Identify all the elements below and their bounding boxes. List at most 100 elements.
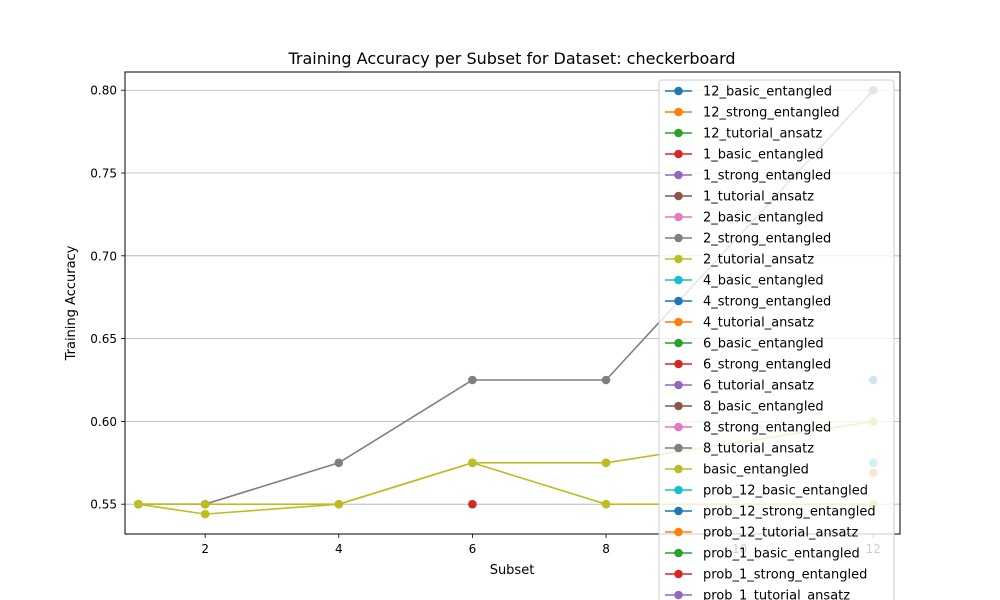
- legend-entry: 2_tutorial_ansatz: [665, 253, 814, 268]
- legend-entry: 12_tutorial_ansatz: [665, 127, 823, 142]
- legend-entry: 1_strong_entangled: [665, 169, 831, 184]
- legend-label: 12_strong_entangled: [703, 106, 840, 121]
- legend-entry: 4_strong_entangled: [665, 295, 831, 310]
- data-point: [468, 458, 477, 468]
- legend-label: 2_basic_entangled: [703, 211, 824, 226]
- legend-label: 12_basic_entangled: [703, 85, 832, 100]
- legend-marker: [674, 233, 683, 243]
- y-tick-label: 0.55: [90, 498, 117, 512]
- y-tick-label: 0.70: [90, 249, 117, 263]
- legend-entry: 8_strong_entangled: [665, 421, 831, 436]
- legend-label: 12_tutorial_ansatz: [703, 127, 823, 142]
- legend-marker: [674, 590, 683, 600]
- legend-entry: 6_strong_entangled: [665, 358, 831, 373]
- legend-label: 1_basic_entangled: [703, 148, 824, 163]
- legend-items: 12_basic_entangled 12_strong_entangled 12_…: [665, 85, 876, 600]
- legend-entry: 1_tutorial_ansatz: [665, 190, 814, 205]
- legend-marker: [674, 359, 683, 369]
- legend-marker: [674, 107, 683, 117]
- legend-label: 4_strong_entangled: [703, 295, 831, 310]
- legend-entry: 2_basic_entangled: [665, 211, 824, 226]
- legend-entry: 4_tutorial_ansatz: [665, 316, 814, 331]
- legend-entry: 4_basic_entangled: [665, 274, 824, 289]
- legend-label: prob_12_strong_entangled: [703, 505, 876, 520]
- legend-entry: 6_tutorial_ansatz: [665, 379, 814, 394]
- legend-marker: [674, 338, 683, 348]
- data-point: [334, 458, 344, 468]
- legend-marker: [674, 86, 683, 96]
- legend-marker: [674, 569, 683, 579]
- legend-label: prob_12_tutorial_ansatz: [703, 526, 859, 541]
- legend-box: [658, 79, 895, 600]
- legend-entry: basic_entangled: [665, 463, 809, 478]
- legend-label: 2_tutorial_ansatz: [703, 253, 814, 268]
- x-tick-label: 2: [201, 542, 209, 556]
- y-ticks: 0.55 0.60 0.65 0.70 0.75 0.80: [90, 84, 125, 512]
- legend-marker: [674, 317, 683, 327]
- legend-label: prob_1_strong_entangled: [703, 568, 867, 583]
- legend-entry: prob_12_strong_entangled: [665, 505, 876, 520]
- legend-marker: [674, 548, 683, 558]
- legend-entry: prob_1_strong_entangled: [665, 568, 867, 583]
- data-point: [200, 499, 210, 509]
- data-point: [601, 375, 611, 385]
- legend-entry: 1_basic_entangled: [665, 148, 824, 163]
- legend-entry: prob_1_basic_entangled: [665, 547, 860, 562]
- legend-label: basic_entangled: [703, 463, 809, 478]
- y-tick-label: 0.75: [90, 167, 117, 181]
- legend-marker: [674, 275, 683, 285]
- legend-entry: 12_strong_entangled: [665, 106, 840, 121]
- y-tick-label: 0.60: [90, 415, 117, 429]
- y-axis-label: Training Accuracy: [64, 245, 79, 361]
- legend-label: 2_strong_entangled: [703, 232, 831, 247]
- legend-label: 8_basic_entangled: [703, 400, 824, 415]
- legend-marker: [674, 527, 683, 537]
- legend-label: 8_strong_entangled: [703, 421, 831, 436]
- legend-marker: [674, 485, 683, 495]
- data-point: [134, 499, 143, 509]
- y-tick-label: 0.80: [90, 84, 117, 98]
- legend-marker: [674, 443, 683, 453]
- legend-marker: [674, 170, 683, 180]
- data-point: [601, 458, 611, 468]
- x-tick-label: 6: [469, 542, 477, 556]
- legend-marker: [674, 422, 683, 432]
- legend-label: 6_strong_entangled: [703, 358, 831, 373]
- data-point: [334, 499, 344, 509]
- legend-entry: 12_basic_entangled: [665, 85, 832, 100]
- chart-title: Training Accuracy per Subset for Dataset…: [287, 49, 735, 68]
- legend-marker: [674, 212, 683, 222]
- legend-marker: [674, 464, 683, 474]
- x-tick-label: 8: [602, 542, 610, 556]
- legend-marker: [674, 149, 683, 159]
- legend-entry: 2_strong_entangled: [665, 232, 831, 247]
- legend-label: 1_tutorial_ansatz: [703, 190, 814, 205]
- x-axis-label: Subset: [490, 563, 535, 578]
- legend-marker: [674, 191, 683, 201]
- series-line: [138, 461, 874, 515]
- legend-marker: [674, 401, 683, 411]
- x-tick-label: 4: [335, 542, 343, 556]
- series-1_basic_entangled: [468, 499, 477, 509]
- legend-label: prob_1_tutorial_ansatz: [703, 589, 850, 600]
- legend-label: 6_tutorial_ansatz: [703, 379, 814, 394]
- legend-marker: [674, 296, 683, 306]
- legend-label: prob_1_basic_entangled: [703, 547, 860, 562]
- data-point: [601, 499, 611, 509]
- legend-entry: 8_tutorial_ansatz: [665, 442, 814, 457]
- legend-label: 6_basic_entangled: [703, 337, 824, 352]
- legend-marker: [674, 254, 683, 264]
- legend-entry: prob_12_basic_entangled: [665, 484, 868, 499]
- legend-label: 4_basic_entangled: [703, 274, 824, 289]
- legend-label: 1_strong_entangled: [703, 169, 831, 184]
- legend-entry: prob_12_tutorial_ansatz: [665, 526, 859, 541]
- legend-entry: prob_1_tutorial_ansatz: [665, 589, 850, 600]
- data-point: [468, 375, 477, 385]
- legend: 12_basic_entangled 12_strong_entangled 12_…: [658, 79, 895, 600]
- y-tick-label: 0.65: [90, 332, 117, 346]
- legend-entry: 8_basic_entangled: [665, 400, 824, 415]
- legend-label: prob_12_basic_entangled: [703, 484, 868, 499]
- data-point: [200, 509, 210, 519]
- data-point: [468, 499, 477, 509]
